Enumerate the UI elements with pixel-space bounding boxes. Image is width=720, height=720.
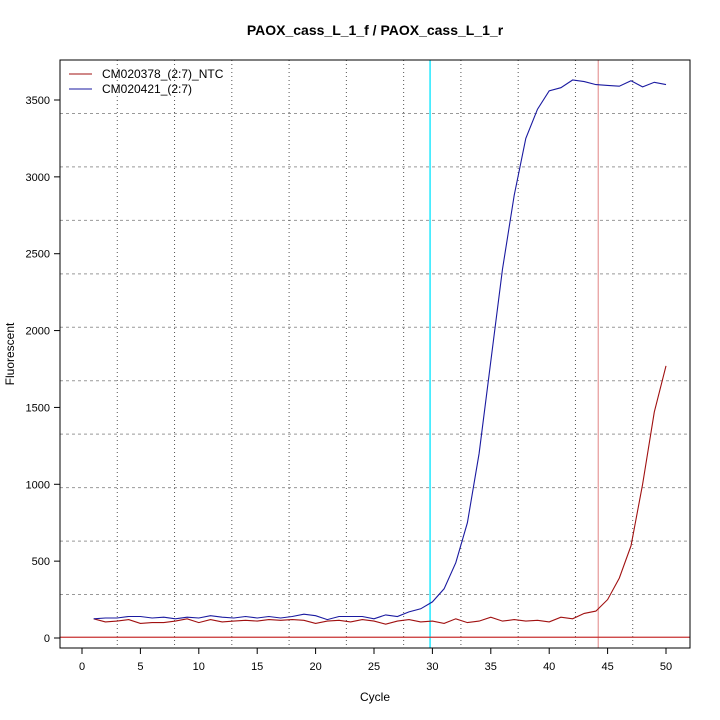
x-tick-label: 15 [251,661,263,673]
x-tick-label: 5 [137,661,143,673]
chart-title: PAOX_cass_L_1_f / PAOX_cass_L_1_r [247,22,504,38]
grid [60,60,690,648]
y-tick-label: 1500 [26,402,50,414]
markers [60,60,690,648]
x-axis: 0 5 10 15 20 25 30 35 40 45 50 [79,648,672,673]
x-tick-label: 20 [309,661,321,673]
y-tick-label: 2000 [26,326,50,338]
y-tick-label: 2500 [26,249,50,261]
x-tick-label: 25 [368,661,380,673]
x-axis-label: Cycle [360,690,390,704]
y-axis: 0 500 1000 1500 2000 2500 3000 3500 [26,95,60,645]
x-tick-label: 30 [426,661,438,673]
legend: CM020378_(2:7)_NTC CM020421_(2:7) [69,67,224,96]
y-tick-label: 0 [44,633,50,645]
x-tick-label: 40 [543,661,555,673]
plot-box [59,59,691,649]
y-tick-label: 500 [32,556,50,568]
legend-label-sample: CM020421_(2:7) [102,82,192,96]
series-lines [93,79,667,625]
x-tick-label: 10 [193,661,205,673]
y-tick-label: 1000 [26,479,50,491]
x-tick-label: 0 [79,661,85,673]
y-tick-label: 3500 [26,95,50,107]
legend-label-ntc: CM020378_(2:7)_NTC [102,67,224,81]
y-axis-label: Fluorescent [3,322,17,385]
y-tick-label: 3000 [26,172,50,184]
series-line-1 [93,79,667,621]
x-tick-label: 45 [601,661,613,673]
x-tick-label: 50 [660,661,672,673]
x-tick-label: 35 [485,661,497,673]
series-line-0 [93,365,667,625]
